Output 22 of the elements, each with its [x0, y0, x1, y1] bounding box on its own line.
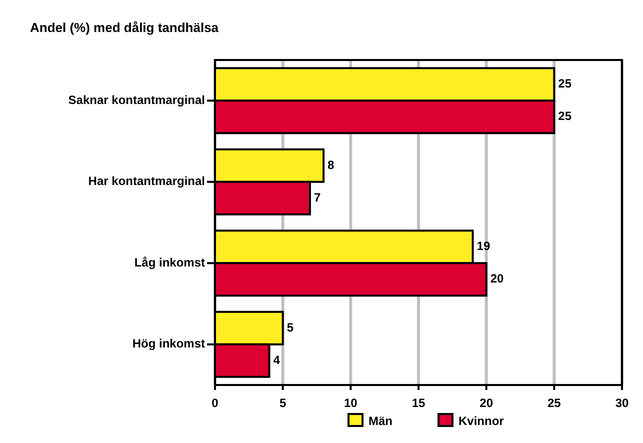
x-tick-label: 20: [480, 396, 494, 410]
data-label: 25: [558, 109, 572, 124]
x-tick-label: 10: [344, 396, 358, 410]
x-tick-label: 30: [615, 396, 629, 410]
data-label: 7: [314, 190, 321, 204]
y-tick-label: Saknar kontantmarginal: [68, 92, 205, 107]
y-tick-label: Låg inkomst: [134, 255, 205, 270]
data-label: 5: [286, 320, 294, 334]
legend-label: Kvinnor: [458, 414, 504, 428]
x-tick-label: 5: [279, 396, 286, 410]
y-tick-label: Hög inkomst: [132, 336, 205, 351]
x-tick-label: 15: [412, 396, 426, 410]
data-label: 20: [490, 272, 504, 286]
data-label: 4: [273, 352, 280, 367]
x-tick-label: 25: [547, 396, 562, 410]
data-label: 25: [558, 76, 572, 91]
legend-label: Män: [368, 414, 392, 428]
data-label: 8: [328, 158, 335, 172]
chart-title: Andel (%) med dålig tandhälsa: [30, 20, 220, 35]
x-tick-label: 0: [212, 396, 219, 410]
data-label: 19: [476, 239, 490, 254]
y-tick-label: Har kontantmarginal: [88, 174, 205, 188]
